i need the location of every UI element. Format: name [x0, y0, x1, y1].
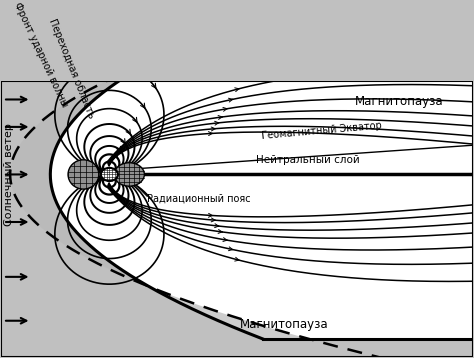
Text: Магнитопауза: Магнитопауза	[355, 95, 444, 108]
Text: Радиационный пояс: Радиационный пояс	[147, 193, 251, 203]
Text: Фронт ударной волны: Фронт ударной волны	[12, 1, 70, 108]
Text: Нейтральный слой: Нейтральный слой	[256, 155, 360, 165]
Ellipse shape	[68, 160, 99, 189]
Polygon shape	[50, 6, 474, 339]
Circle shape	[114, 163, 145, 186]
Text: Переходная область: Переходная область	[47, 17, 96, 120]
Text: Солнечный ветер: Солнечный ветер	[4, 123, 14, 226]
Text: Геомагнитный Экватор: Геомагнитный Экватор	[262, 120, 383, 141]
Text: Магнитопауза: Магнитопауза	[240, 318, 328, 331]
Polygon shape	[10, 10, 309, 339]
Circle shape	[101, 168, 118, 181]
